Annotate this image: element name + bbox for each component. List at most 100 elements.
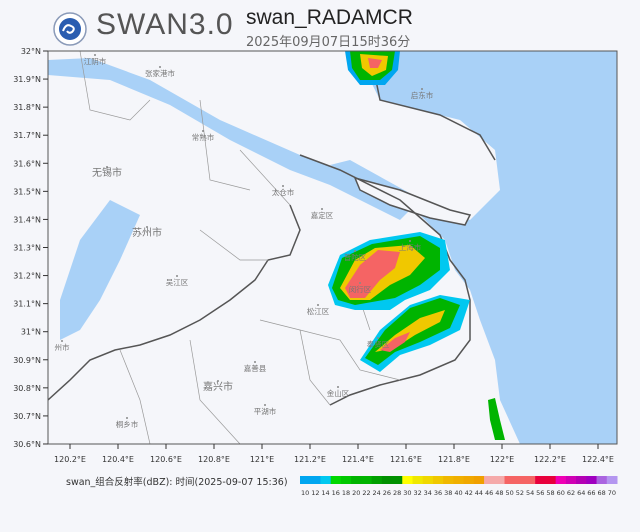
lon-tick-label: 122°E	[490, 455, 514, 464]
place-marker	[202, 130, 204, 132]
place-marker	[146, 226, 148, 228]
place-label: 吴江区	[166, 278, 189, 287]
place-label: 启东市	[411, 90, 434, 100]
place-marker	[264, 404, 266, 406]
place-label: 上海市	[399, 242, 422, 252]
legend-label: 68	[598, 489, 606, 497]
lat-tick-label: 31.4°N	[13, 215, 41, 224]
place-label: 嘉兴市	[203, 380, 233, 393]
legend-label: 46	[485, 489, 493, 497]
lat-tick-label: 31.8°N	[13, 103, 41, 112]
place-marker	[217, 380, 219, 382]
place-label: 嘉善县	[244, 363, 267, 373]
place-marker	[409, 240, 411, 242]
legend-swatch	[432, 476, 444, 484]
legend-label: 44	[475, 489, 483, 497]
legend-swatch	[524, 476, 536, 484]
taihu-lake	[60, 200, 140, 340]
legend-label: 62	[567, 489, 575, 497]
legend-swatch	[412, 476, 424, 484]
legend-label: 10	[301, 489, 309, 497]
legend-label: 52	[516, 489, 524, 497]
place-label: 普陀区	[344, 252, 367, 262]
legend-label: 12	[311, 489, 319, 497]
legend-swatch	[340, 476, 352, 484]
place-marker	[126, 417, 128, 419]
legend-swatch	[351, 476, 362, 484]
legend-label: 18	[342, 489, 350, 497]
legend-swatch	[371, 476, 383, 484]
cma-logo-icon	[53, 12, 87, 46]
lat-tick-label: 30.6°N	[13, 440, 41, 449]
legend-swatch	[402, 476, 413, 484]
lat-tick-label: 31.1°N	[13, 300, 41, 309]
lon-tick-label: 120.2°E	[54, 455, 86, 464]
lon-tick-label: 121°E	[250, 455, 274, 464]
legend-label: 50	[505, 489, 513, 497]
place-label: 平湖市	[254, 406, 277, 416]
lon-tick-label: 120.8°E	[198, 455, 230, 464]
place-marker	[337, 386, 339, 388]
legend-swatch	[463, 476, 475, 484]
legend-label: 60	[557, 489, 565, 497]
place-marker	[159, 66, 161, 68]
lat-tick-label: 32°N	[21, 47, 41, 56]
legend-label: 26	[383, 489, 391, 497]
legend-label: 54	[526, 489, 534, 497]
lat-tick-label: 30.8°N	[13, 384, 41, 393]
brand-name: SWAN3.0	[96, 8, 234, 41]
legend-swatch	[535, 476, 546, 484]
place-marker	[321, 208, 323, 210]
legend-label: 64	[577, 489, 585, 497]
place-label: 无锡市	[92, 166, 122, 179]
place-label: 闵行区	[349, 284, 372, 294]
legend-swatch	[596, 476, 608, 484]
radar-map[interactable]: 江阴市张家港市启东市常熟市无锡市太仓市嘉定区苏州市上海市普陀区吴江区闵行区松江区…	[0, 0, 640, 470]
place-label: 嘉定区	[311, 210, 334, 220]
product-title: swan_RADAMCR	[246, 6, 413, 29]
legend-label: 56	[536, 489, 544, 497]
legend-label: 34	[424, 489, 432, 497]
lon-tick-label: 122.2°E	[534, 455, 566, 464]
legend-swatch	[381, 476, 393, 484]
lat-tick-label: 30.9°N	[13, 356, 41, 365]
legend-swatch	[320, 476, 332, 484]
lat-tick-label: 30.7°N	[13, 412, 41, 421]
chongming-island	[353, 176, 472, 226]
legend-label: 48	[495, 489, 503, 497]
legend-swatch	[555, 476, 567, 484]
legend-label: 14	[321, 489, 329, 497]
legend-swatch	[392, 476, 403, 484]
lat-tick-label: 31°N	[21, 328, 41, 337]
place-label: 奉贤区	[367, 339, 390, 349]
legend-swatch	[606, 476, 618, 484]
legend-swatch	[361, 476, 373, 484]
legend-title: swan_组合反射率(dBZ): 时间(2025-09-07 15:36)	[66, 477, 288, 488]
place-label: 桐乡市	[116, 419, 139, 429]
lon-tick-label: 121.4°E	[342, 455, 374, 464]
legend-label: 58	[546, 489, 554, 497]
legend-label: 16	[332, 489, 340, 497]
place-label: 江阴市	[84, 56, 107, 66]
legend-label: 22	[362, 489, 370, 497]
legend-swatch	[310, 476, 321, 484]
legend-label: 40	[454, 489, 462, 497]
legend-swatch	[494, 476, 506, 484]
lon-tick-label: 120.6°E	[150, 455, 182, 464]
lat-tick-label: 31.5°N	[13, 187, 41, 196]
province-border	[48, 204, 301, 401]
lon-tick-label: 121.8°E	[438, 455, 470, 464]
place-marker	[359, 282, 361, 284]
legend-label: 30	[403, 489, 411, 497]
legend-label: 32	[413, 489, 421, 497]
radar-echoes	[328, 51, 505, 440]
place-label: 张家港市	[145, 68, 175, 78]
legend-swatch	[565, 476, 577, 484]
place-label: 金山区	[327, 388, 350, 398]
legend-swatch	[545, 476, 557, 484]
place-label: 太仓市	[272, 187, 295, 197]
timestamp: 2025年09月07日15时36分	[246, 35, 411, 50]
place-label: 州市	[55, 342, 70, 352]
place-label: 常熟市	[192, 132, 215, 142]
legend-swatch	[586, 476, 598, 484]
